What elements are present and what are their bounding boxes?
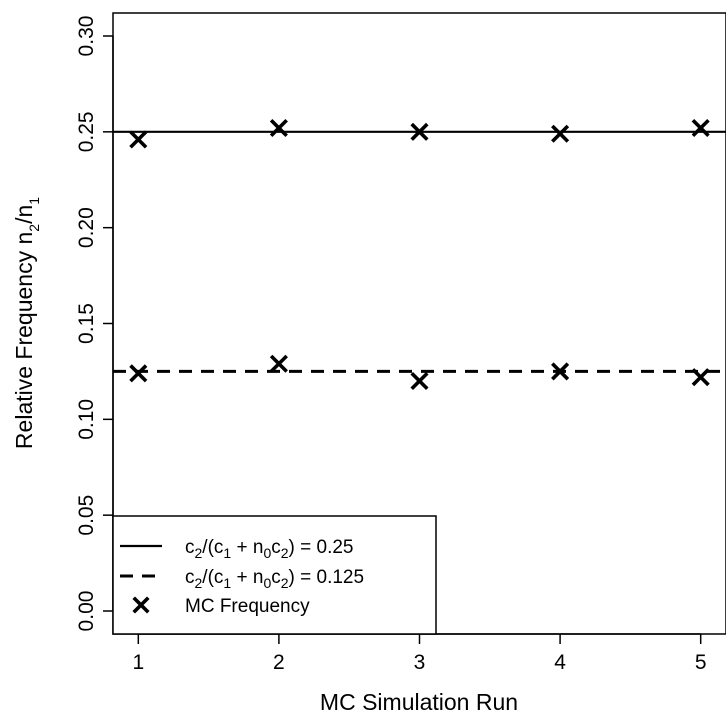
- x-axis-title: MC Simulation Run: [320, 689, 518, 715]
- mc-frequency-point: [551, 124, 570, 143]
- y-tick-label: 0.15: [75, 303, 98, 344]
- y-tick-label: 0.25: [75, 111, 98, 152]
- legend-solid-label: c2/(c1 + n0c2) = 0.25: [185, 537, 354, 561]
- mc-frequency-point: [269, 118, 288, 138]
- y-axis-title: Relative Frequency n2/n1: [11, 197, 42, 449]
- legend: c2/(c1 + n0c2) = 0.25 c2/(c1 + n0c2) = 0…: [112, 515, 437, 635]
- mc-frequency-point: [269, 354, 288, 373]
- legend-cross-icon: [132, 596, 150, 614]
- mc-frequency-point: [410, 122, 429, 141]
- y-axis: 0.00 0.05 0.10 0.15 0.20 0.25 0.30: [75, 16, 114, 632]
- y-tick-label: 0.00: [75, 591, 98, 632]
- data-points: [129, 118, 710, 391]
- x-tick-label: 3: [414, 651, 426, 674]
- legend-box: [112, 515, 437, 635]
- mc-frequency-point: [551, 362, 570, 381]
- y-tick-label: 0.05: [75, 495, 98, 536]
- x-tick-label: 4: [554, 651, 566, 674]
- legend-mc-label: MC Frequency: [185, 596, 310, 617]
- mc-frequency-point: [129, 130, 148, 149]
- x-tick-label: 5: [695, 651, 707, 674]
- reference-lines: [113, 130, 726, 373]
- x-tick-label: 1: [132, 651, 144, 674]
- mc-frequency-point: [410, 371, 429, 391]
- mc-frequency-point: [691, 368, 710, 387]
- legend-dashed-label: c2/(c1 + n0c2) = 0.125: [185, 567, 364, 591]
- x-axis: 1 2 3 4 5: [132, 633, 707, 674]
- x-tick-label: 2: [273, 651, 285, 674]
- mc-frequency-point: [129, 364, 148, 383]
- y-tick-label: 0.10: [75, 399, 98, 440]
- mc-frequency-point: [691, 118, 710, 138]
- y-tick-label: 0.30: [75, 16, 98, 57]
- y-tick-label: 0.20: [75, 207, 98, 248]
